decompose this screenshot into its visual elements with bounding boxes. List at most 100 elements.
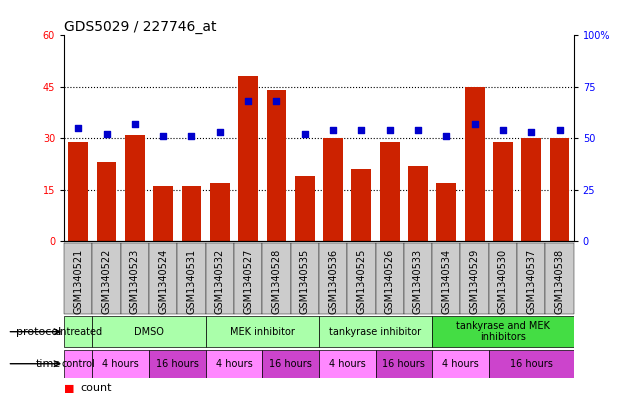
Bar: [432, 243, 460, 314]
Point: [554, 127, 565, 133]
Text: GSM1340536: GSM1340536: [328, 248, 338, 314]
Bar: [290, 243, 319, 314]
Point: [158, 133, 169, 139]
Text: tankyrase and MEK
inhibitors: tankyrase and MEK inhibitors: [456, 321, 550, 342]
Bar: [149, 243, 178, 314]
Bar: [267, 90, 287, 241]
Point: [101, 131, 112, 137]
Text: GSM1340523: GSM1340523: [130, 248, 140, 314]
Text: GSM1340522: GSM1340522: [101, 248, 112, 314]
Text: GSM1340535: GSM1340535: [300, 248, 310, 314]
Point: [356, 127, 367, 133]
Bar: [319, 243, 347, 314]
Point: [271, 98, 281, 104]
Bar: [92, 316, 206, 347]
Text: GSM1340538: GSM1340538: [554, 248, 565, 314]
Text: GSM1340529: GSM1340529: [470, 248, 479, 314]
Text: GDS5029 / 227746_at: GDS5029 / 227746_at: [64, 20, 217, 34]
Bar: [234, 243, 262, 314]
Bar: [238, 77, 258, 241]
Bar: [206, 350, 262, 378]
Text: untreated: untreated: [54, 327, 103, 337]
Bar: [92, 350, 149, 378]
Text: protocol: protocol: [15, 327, 61, 337]
Point: [328, 127, 338, 133]
Bar: [262, 243, 290, 314]
Bar: [64, 350, 92, 378]
Text: time: time: [36, 359, 61, 369]
Bar: [262, 350, 319, 378]
Text: GSM1340534: GSM1340534: [441, 248, 451, 314]
Bar: [64, 243, 92, 314]
Bar: [319, 350, 376, 378]
Text: GSM1340526: GSM1340526: [385, 248, 395, 314]
Point: [187, 133, 197, 139]
Point: [469, 121, 479, 127]
Text: 4 hours: 4 hours: [215, 359, 253, 369]
Bar: [153, 186, 173, 241]
Text: ■: ■: [64, 383, 74, 393]
Bar: [432, 316, 574, 347]
Text: 16 hours: 16 hours: [510, 359, 553, 369]
Text: 16 hours: 16 hours: [156, 359, 199, 369]
Text: 4 hours: 4 hours: [103, 359, 139, 369]
Bar: [319, 316, 432, 347]
Point: [385, 127, 395, 133]
Point: [441, 133, 451, 139]
Text: GSM1340521: GSM1340521: [73, 248, 83, 314]
Text: GSM1340532: GSM1340532: [215, 248, 225, 314]
Text: GSM1340533: GSM1340533: [413, 248, 423, 314]
Bar: [489, 243, 517, 314]
Bar: [125, 135, 145, 241]
Text: 4 hours: 4 hours: [442, 359, 479, 369]
Bar: [295, 176, 315, 241]
Bar: [323, 138, 343, 241]
Text: 16 hours: 16 hours: [383, 359, 425, 369]
Bar: [521, 138, 541, 241]
Text: count: count: [80, 383, 112, 393]
Text: GSM1340527: GSM1340527: [243, 248, 253, 314]
Point: [129, 121, 140, 127]
Bar: [545, 243, 574, 314]
Text: GSM1340530: GSM1340530: [498, 248, 508, 314]
Bar: [210, 183, 229, 241]
Text: GSM1340528: GSM1340528: [271, 248, 281, 314]
Point: [498, 127, 508, 133]
Bar: [206, 316, 319, 347]
Bar: [465, 87, 485, 241]
Point: [526, 129, 537, 135]
Bar: [178, 243, 206, 314]
Text: GSM1340537: GSM1340537: [526, 248, 537, 314]
Bar: [121, 243, 149, 314]
Point: [73, 125, 83, 131]
Bar: [460, 243, 489, 314]
Bar: [69, 141, 88, 241]
Bar: [97, 162, 117, 241]
Bar: [437, 183, 456, 241]
Bar: [206, 243, 234, 314]
Bar: [379, 141, 399, 241]
Text: MEK inhibitor: MEK inhibitor: [230, 327, 295, 337]
Bar: [404, 243, 432, 314]
Bar: [376, 243, 404, 314]
Text: 4 hours: 4 hours: [329, 359, 365, 369]
Bar: [549, 138, 569, 241]
Bar: [408, 165, 428, 241]
Text: tankyrase inhibitor: tankyrase inhibitor: [329, 327, 422, 337]
Text: GSM1340525: GSM1340525: [356, 248, 367, 314]
Bar: [92, 243, 121, 314]
Bar: [64, 316, 92, 347]
Point: [215, 129, 225, 135]
Bar: [351, 169, 371, 241]
Bar: [493, 141, 513, 241]
Text: DMSO: DMSO: [134, 327, 164, 337]
Bar: [376, 350, 432, 378]
Bar: [432, 350, 489, 378]
Text: 16 hours: 16 hours: [269, 359, 312, 369]
Text: control: control: [62, 359, 95, 369]
Point: [299, 131, 310, 137]
Point: [243, 98, 253, 104]
Bar: [347, 243, 376, 314]
Bar: [517, 243, 545, 314]
Text: GSM1340524: GSM1340524: [158, 248, 168, 314]
